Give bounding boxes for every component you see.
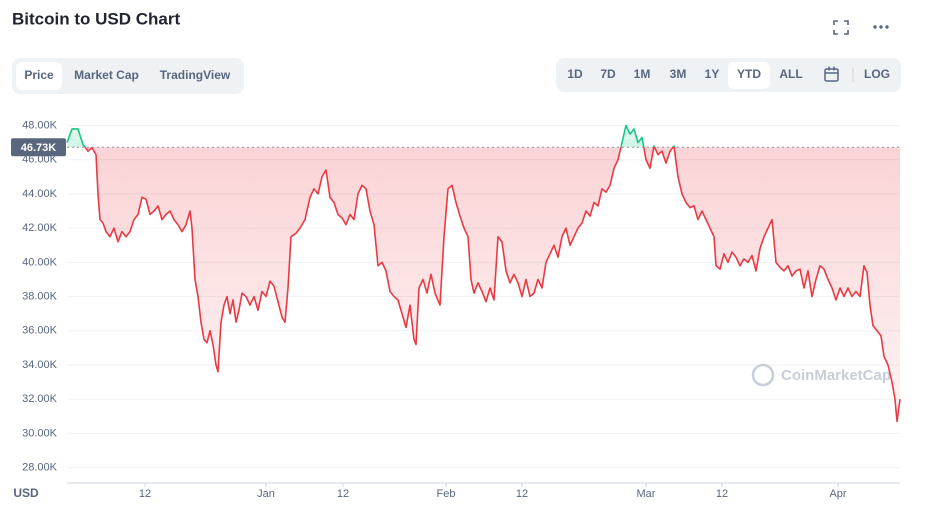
x-tick-label: 12 [716,488,728,500]
fullscreen-icon[interactable] [833,20,849,35]
active-tab-bg [16,62,62,90]
tab[interactable]: TradingView [160,68,231,82]
y-tick-label: 34.00K [22,359,58,371]
range-button[interactable]: ALL [779,67,802,81]
watermark-logo [751,363,775,387]
range-button[interactable]: 3M [670,67,687,81]
range-button[interactable]: 1Y [705,67,720,81]
y-tick-label: 32.00K [22,393,58,405]
y-tick-label: 38.00K [22,290,58,302]
x-tick-label: Jan [257,488,275,500]
x-tick-label: 12 [337,488,349,500]
currency-label: USD [13,486,39,500]
tab-group [12,58,244,94]
y-tick-label: 42.00K [22,222,58,234]
tab[interactable]: Price [24,68,54,82]
tab[interactable]: Market Cap [74,68,139,82]
price-line [66,124,901,423]
range-button[interactable]: YTD [737,67,761,81]
x-tick-label: 12 [139,488,151,500]
x-tick-label: 12 [516,488,528,500]
reference-label: 46.73K [21,142,57,154]
y-tick-label: 36.00K [22,325,58,337]
y-tick-label: 48.00K [22,119,58,131]
price-area [67,125,900,422]
y-tick-label: 44.00K [22,188,58,200]
watermark: CoinMarketCap [751,363,891,387]
plot: 28.00K 30.00K 32.00K 34.00K 36.00K 38.00K 40.0… [11,119,901,500]
watermark-text: CoinMarketCap [781,367,891,384]
y-tick-label: 30.00K [22,427,58,439]
y-tick-label: 46.00K [22,154,58,166]
y-tick-label: 40.00K [22,256,58,268]
range-button[interactable]: 1D [567,67,583,81]
x-tick-label: Mar [637,488,656,500]
more-icon[interactable] [873,25,889,29]
x-tick-label: Feb [437,488,456,500]
range-button[interactable]: 1M [634,67,651,81]
x-tick-label: Apr [829,488,846,500]
y-tick-label: 28.00K [22,462,58,474]
calendar-icon[interactable] [824,66,839,82]
title: Bitcoin to USD Chart [12,9,180,28]
reference-badge [11,138,66,157]
log-button[interactable]: LOG [864,67,890,81]
active-range-bg [728,62,770,89]
range-button[interactable]: 7D [600,67,616,81]
